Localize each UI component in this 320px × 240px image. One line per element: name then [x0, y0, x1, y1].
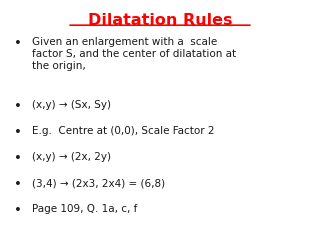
Text: •: •	[14, 101, 21, 114]
Text: (3,4) → (2x3, 2x4) = (6,8): (3,4) → (2x3, 2x4) = (6,8)	[32, 178, 165, 188]
Text: E.g.  Centre at (0,0), Scale Factor 2: E.g. Centre at (0,0), Scale Factor 2	[32, 126, 214, 136]
Text: •: •	[14, 126, 21, 139]
Text: Dilatation Rules: Dilatation Rules	[88, 13, 232, 28]
Text: •: •	[14, 204, 21, 217]
Text: (x,y) → (Sx, Sy): (x,y) → (Sx, Sy)	[32, 101, 111, 110]
Text: (x,y) → (2x, 2y): (x,y) → (2x, 2y)	[32, 152, 111, 162]
Text: •: •	[14, 37, 21, 50]
Text: •: •	[14, 178, 21, 191]
Text: Page 109, Q. 1a, c, f: Page 109, Q. 1a, c, f	[32, 204, 137, 214]
Text: Given an enlargement with a  scale
factor S, and the center of dilatation at
the: Given an enlargement with a scale factor…	[32, 37, 236, 71]
Text: •: •	[14, 152, 21, 165]
